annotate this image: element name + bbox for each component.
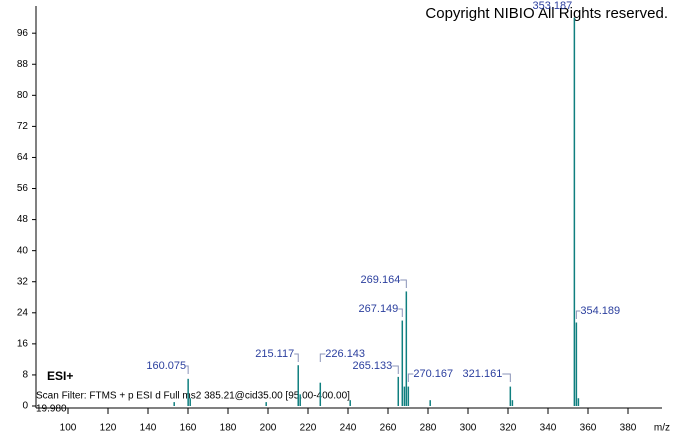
x-tick-label: 360 [580,423,597,434]
x-tick-label: 320 [500,423,517,434]
y-tick-label: 72 [17,121,29,132]
y-tick-label: 8 [22,370,28,381]
peak-label: 353.187 [532,0,572,12]
y-tick-label: 80 [17,90,29,101]
y-tick-label: 56 [17,183,29,194]
x-tick-label: 120 [100,423,117,434]
y-tick-label: 64 [17,152,29,163]
x-tick-label: 260 [380,423,397,434]
peak-label: 270.167 [413,368,453,380]
y-tick-label: 16 [17,339,29,350]
y-tick-label: 96 [17,28,29,39]
x-tick-label: 380 [620,423,637,434]
y-tick-label: 24 [17,307,29,318]
x-tick-label: 160 [180,423,197,434]
y-tick-label: 48 [17,214,29,225]
x-tick-label: 220 [300,423,317,434]
x-tick-label: 280 [420,423,437,434]
label-connector [186,365,189,374]
peak-label: 160.075 [146,360,186,372]
x-axis-label: m/z [654,423,670,434]
peak-label: 226.143 [325,348,365,360]
x-tick-label: 340 [540,423,557,434]
label-connector [319,353,326,362]
y-tick-label: 0 [22,401,28,412]
x-tick-label: 300 [460,423,477,434]
chart-title: Copyright NIBIO All Rights reserved. [425,5,668,22]
label-connector [294,353,299,362]
y-tick-label: 88 [17,59,29,70]
peak-label: 215.117 [255,348,294,360]
x-tick-label: 100 [60,423,77,434]
label-connector [575,310,581,319]
label-connector [502,373,511,382]
peak-label: 321.161 [463,368,503,380]
peak-label: 267.149 [359,303,399,315]
x-tick-label: 180 [220,423,237,434]
ion-mode: ESI+ [47,369,73,383]
y-tick-label: 40 [17,245,29,256]
x-tick-label: 140 [140,423,157,434]
label-connector [400,279,407,288]
label-connector [398,308,403,317]
x-tick-label: 200 [260,423,277,434]
label-connector [407,373,414,382]
y-tick-label: 32 [17,276,29,287]
peak-label: 265.133 [353,360,393,372]
x-tick-label: 240 [340,423,357,434]
scan-filter: Scan Filter: FTMS + p ESI d Full ms2 385… [36,391,350,402]
peak-label: 354.189 [580,305,620,317]
label-connector [392,365,399,374]
peak-label: 269.164 [361,274,401,286]
retention-time: 19.980 [36,404,67,415]
